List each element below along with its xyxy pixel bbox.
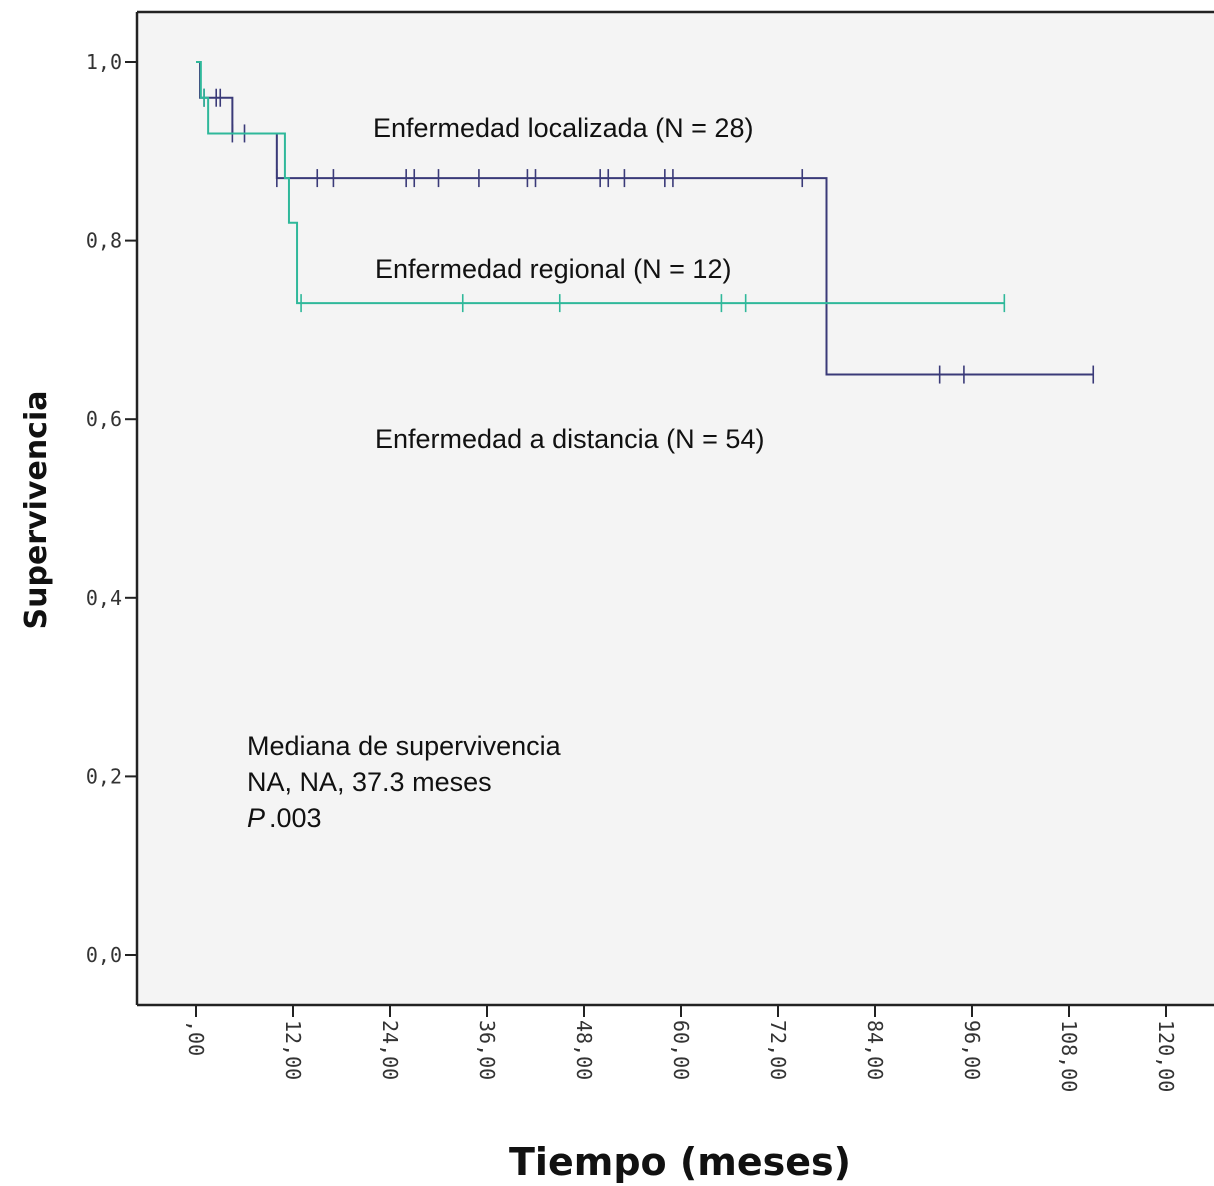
p-symbol: P: [247, 803, 265, 833]
y-tick-label: 0,2: [86, 764, 122, 788]
y-axis-title: Supervivencia: [19, 391, 54, 630]
p-number: .003: [269, 803, 322, 833]
annotation-localizada: Enfermedad localizada (N = 28): [373, 113, 753, 143]
survival-curves: [196, 61, 1095, 384]
x-tick-label: 72,00: [766, 1020, 790, 1080]
x-axis-ticks: ,00 12,00 24,00 36,00 48,00 60,00 72,00 84,00 96…: [184, 1005, 1178, 1092]
x-tick-label: 120,00: [1154, 1020, 1178, 1092]
annotation-distancia: Enfermedad a distancia (N = 54): [375, 424, 764, 454]
annotation-median-values: NA, NA, 37.3 meses: [247, 767, 492, 797]
y-axis-ticks: 0,0 0,2 0,4 0,6 0,8 1,0: [86, 50, 137, 967]
x-tick-label: 96,00: [960, 1020, 984, 1080]
x-tick-label: 24,00: [378, 1020, 402, 1080]
x-tick-label: 108,00: [1057, 1020, 1081, 1092]
y-tick-label: 0,6: [86, 407, 122, 431]
y-tick-label: 0,8: [86, 229, 122, 253]
plot-area: [137, 12, 1214, 1005]
x-tick-label: 48,00: [572, 1020, 596, 1080]
x-tick-label: 84,00: [863, 1020, 887, 1080]
annotation-p-value: P .003: [247, 803, 322, 833]
x-axis-title: Tiempo (meses): [509, 1140, 851, 1184]
x-tick-label: 60,00: [669, 1020, 693, 1080]
annotation-regional: Enfermedad regional (N = 12): [375, 254, 731, 284]
x-tick-label: ,00: [184, 1020, 208, 1056]
x-tick-label: 12,00: [281, 1020, 305, 1080]
y-tick-label: 0,0: [86, 943, 122, 967]
x-tick-label: 36,00: [475, 1020, 499, 1080]
y-tick-label: 1,0: [86, 50, 122, 74]
annotation-median-title: Mediana de supervivencia: [247, 731, 562, 761]
y-tick-label: 0,4: [86, 586, 122, 610]
survival-curve-2: [196, 61, 1005, 305]
